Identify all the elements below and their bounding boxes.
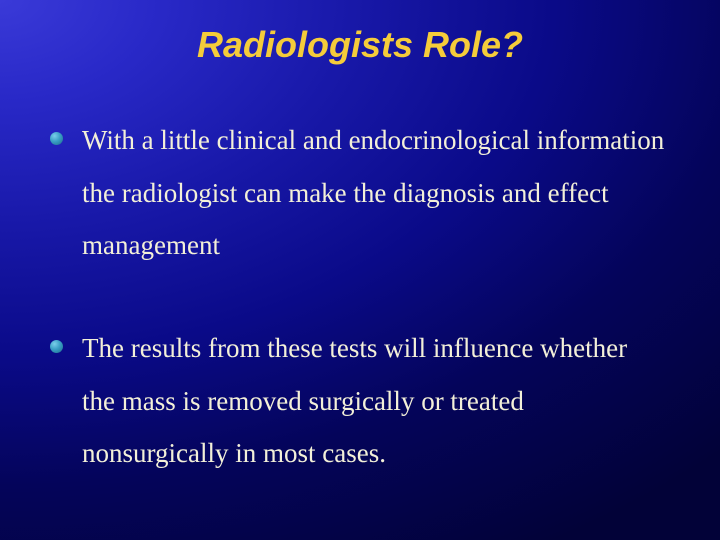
- bullet-item: With a little clinical and endocrinologi…: [74, 114, 666, 272]
- slide-title: Radiologists Role?: [54, 24, 666, 66]
- bullet-item: The results from these tests will influe…: [74, 322, 666, 480]
- bullet-list: With a little clinical and endocrinologi…: [74, 114, 666, 480]
- slide-container: Radiologists Role? With a little clinica…: [0, 0, 720, 540]
